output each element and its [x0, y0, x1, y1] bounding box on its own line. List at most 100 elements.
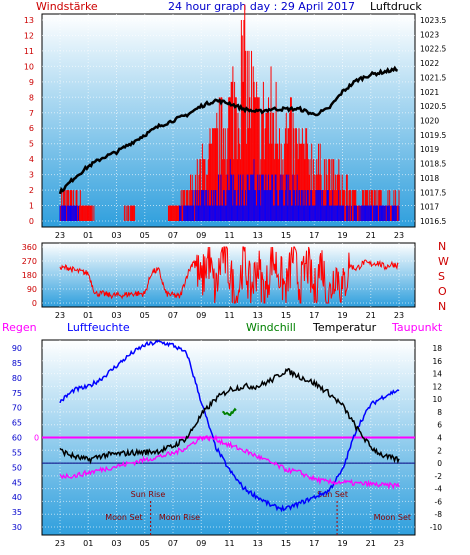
pressure-tick-label: 1017 — [420, 203, 439, 212]
wind-tick-label: 13 — [24, 16, 34, 25]
wind-tick-label: 2 — [29, 186, 34, 195]
x-tick-label: 13 — [253, 311, 263, 320]
x-tick-label: 13 — [253, 539, 263, 548]
wind-tick-label: 4 — [29, 155, 34, 164]
wind-pressure-panel: Windstärke 24 hour graph day : 29 April 2… — [24, 0, 447, 240]
temp-tick-label: -2 — [435, 472, 443, 481]
x-tick-label: 13 — [253, 231, 263, 240]
pressure-tick-label: 1021.5 — [420, 73, 446, 82]
event-label: Moon Set — [374, 513, 411, 522]
x-tick-label: 03 — [111, 311, 121, 320]
legend-label: Temperatur — [312, 321, 377, 334]
x-tick-label: 17 — [309, 231, 319, 240]
x-tick-label: 23 — [55, 539, 65, 548]
x-tick-label: 01 — [83, 231, 93, 240]
humidity-tick-label: 90 — [12, 344, 22, 353]
pressure-tick-label: 1023.5 — [420, 16, 446, 25]
legend-label: Regen — [2, 321, 37, 334]
humidity-tick-label: 70 — [12, 404, 22, 413]
temp-tick-label: 2 — [437, 446, 442, 455]
winddir-tick-label: 90 — [27, 285, 37, 294]
x-tick-label: 11 — [224, 311, 234, 320]
humidity-tick-label: 85 — [12, 359, 22, 368]
x-tick-label: 05 — [140, 539, 150, 548]
temp-tick-label: -4 — [435, 485, 443, 494]
x-tick-label: 11 — [224, 539, 234, 548]
dewpoint-line — [59, 434, 400, 490]
wind-tick-label: 8 — [29, 93, 34, 102]
wind-tick-label: 0 — [29, 217, 34, 226]
event-label: Sun Set — [317, 490, 348, 499]
x-tick-label: 23 — [55, 231, 65, 240]
temp-tick-label: 4 — [437, 434, 442, 443]
compass-label: N — [438, 300, 446, 313]
humidity-tick-label: 55 — [12, 448, 22, 457]
temp-tick-label: 10 — [432, 395, 442, 404]
humidity-tick-label: 35 — [12, 508, 22, 517]
x-tick-label: 19 — [337, 539, 347, 548]
wind-tick-label: 5 — [29, 140, 34, 149]
humidity-tick-label: 75 — [12, 389, 22, 398]
compass-label: W — [438, 255, 449, 268]
temp-tick-label: 16 — [432, 357, 442, 366]
pressure-tick-label: 1023 — [420, 30, 439, 39]
winddir-tick-label: 270 — [22, 257, 37, 266]
wind-tick-label: 7 — [29, 109, 34, 118]
compass-label: N — [438, 240, 446, 253]
temp-tick-label: 6 — [437, 421, 442, 430]
humidity-line — [59, 339, 400, 513]
winddir-line — [59, 246, 399, 304]
pressure-tick-label: 1017.5 — [420, 188, 446, 197]
wind-tick-label: 3 — [29, 171, 34, 180]
x-tick-label: 23 — [394, 311, 404, 320]
winddir-tick-label: 180 — [22, 271, 37, 280]
wind-tick-label: 1 — [29, 202, 34, 211]
temp-tick-label: 14 — [432, 370, 442, 379]
pressure-line — [58, 65, 399, 195]
humidity-tick-label: 45 — [12, 478, 22, 487]
wind-tick-label: 11 — [24, 47, 34, 56]
pressure-tick-label: 1019.5 — [420, 131, 446, 140]
x-tick-label: 03 — [111, 231, 121, 240]
temp-tick-label: 18 — [432, 344, 442, 353]
x-tick-label: 01 — [83, 539, 93, 548]
x-tick-label: 21 — [366, 311, 376, 320]
wind-axis-title: Windstärke — [36, 0, 98, 13]
x-tick-label: 01 — [83, 311, 93, 320]
humidity-tick-label: 30 — [12, 523, 22, 532]
x-tick-label: 09 — [196, 539, 206, 548]
pressure-tick-label: 1022 — [420, 59, 439, 68]
windchill-line — [222, 407, 237, 417]
pressure-tick-label: 1020 — [420, 117, 439, 126]
x-tick-label: 15 — [281, 311, 291, 320]
event-label: Moon Rise — [159, 513, 200, 522]
wind-tick-label: 12 — [24, 31, 34, 40]
compass-label: O — [438, 285, 447, 298]
x-tick-label: 09 — [196, 311, 206, 320]
winddir-tick-label: 0 — [32, 299, 37, 308]
temperature-line — [59, 367, 400, 465]
x-tick-label: 23 — [394, 231, 404, 240]
legend-label: Taupunkt — [391, 321, 443, 334]
x-tick-label: 15 — [281, 539, 291, 548]
pressure-tick-label: 1016.5 — [420, 217, 446, 226]
pressure-tick-label: 1018.5 — [420, 160, 446, 169]
wind-tick-label: 6 — [29, 124, 34, 133]
temperature-humidity-panel: Regen Luftfeuchte Windchill Temperatur Taupu… — [2, 321, 443, 548]
x-tick-label: 23 — [55, 311, 65, 320]
temp-tick-label: 0 — [437, 459, 442, 468]
compass-label: S — [438, 270, 445, 283]
x-tick-label: 15 — [281, 231, 291, 240]
x-tick-label: 05 — [140, 231, 150, 240]
humidity-tick-label: 65 — [12, 419, 22, 428]
temp-tick-label: -10 — [430, 523, 442, 532]
temp-tick-label: 12 — [432, 382, 442, 391]
wind-tick-label: 10 — [24, 62, 34, 71]
winddir-tick-label: 360 — [22, 243, 37, 252]
pressure-tick-label: 1019 — [420, 145, 439, 154]
legend-label: Windchill — [246, 321, 296, 334]
wind-tick-label: 9 — [29, 78, 34, 87]
x-tick-label: 05 — [140, 311, 150, 320]
